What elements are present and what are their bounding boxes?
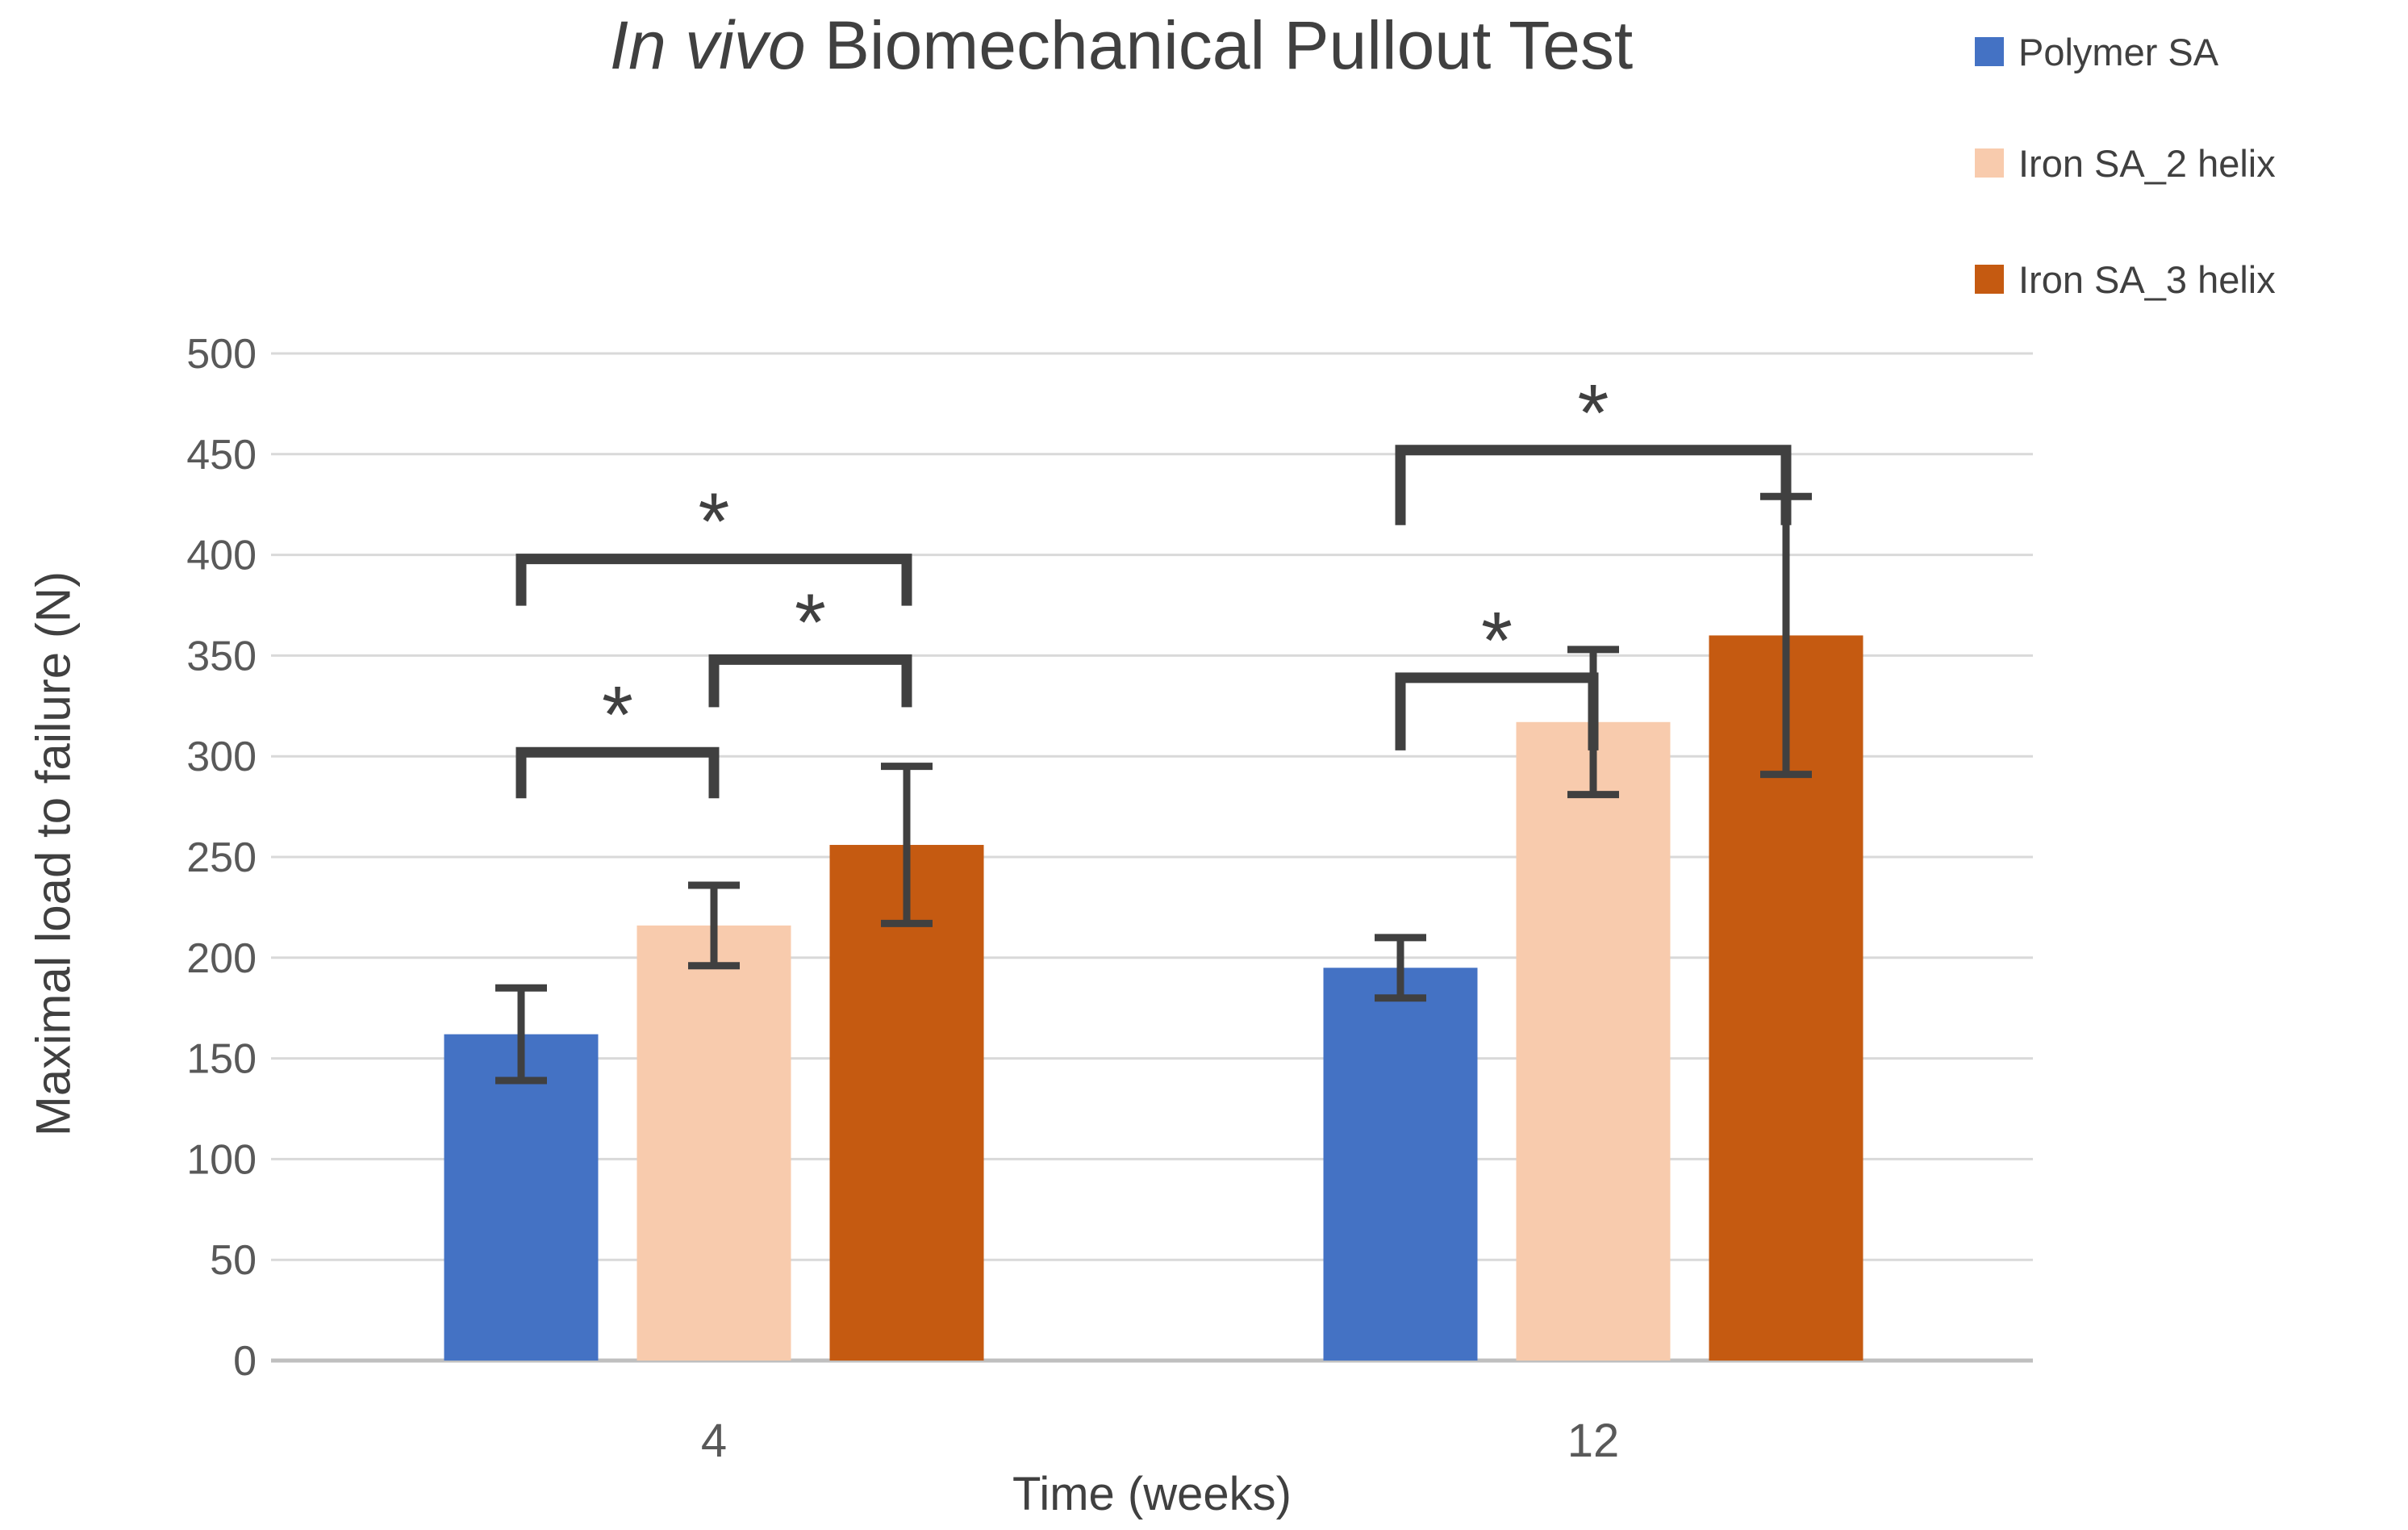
sig-bracket-0 (515, 746, 720, 799)
chart-title: In vivo Biomechanical Pullout Test (0, 6, 2243, 85)
x-axis-title: Time (weeks) (1012, 1468, 1292, 1520)
sig-bracket-2 (515, 554, 912, 606)
y-tick-label-450: 450 (186, 432, 257, 479)
legend-item-polymer-sa: Polymer SA (1975, 30, 2219, 73)
bar-polymer-sa-week12 (1323, 968, 1478, 1361)
y-tick-label-500: 500 (186, 331, 257, 378)
y-tick-label-50: 50 (210, 1237, 257, 1284)
chart-title-rest-part: Biomechanical Pullout Test (805, 7, 1634, 83)
legend-label: Polymer SA (2018, 30, 2219, 73)
sig-bracket-3 (1395, 672, 1599, 750)
y-tick-label-100: 100 (186, 1136, 257, 1183)
bar-iron-sa-2-helix-week12 (1516, 721, 1671, 1361)
legend-swatch-icon (1975, 37, 2004, 66)
sig-asterisk-1: * (795, 577, 826, 667)
y-tick-label-0: 0 (233, 1338, 257, 1385)
sig-asterisk-0: * (602, 670, 633, 760)
sig-asterisk-3: * (1481, 596, 1513, 686)
legend-swatch-icon (1975, 148, 2004, 178)
sig-asterisk-4: * (1578, 368, 1609, 458)
y-tick-label-400: 400 (186, 533, 257, 579)
legend-item-iron-sa-2-helix: Iron SA_2 helix (1975, 142, 2276, 185)
chart-legend: Polymer SA Iron SA_2 helix Iron SA_3 helix (1975, 0, 2402, 339)
y-tick-label-300: 300 (186, 734, 257, 780)
y-tick-label-350: 350 (186, 633, 257, 679)
y-tick-label-250: 250 (186, 834, 257, 881)
sig-asterisk-2: * (699, 477, 730, 567)
sig-bracket-4 (1395, 445, 1792, 525)
chart-title-italic-part: In vivo (609, 7, 806, 83)
bar-iron-sa-3-helix-week4 (829, 845, 984, 1361)
legend-label: Iron SA_3 helix (2018, 257, 2276, 301)
bar-polymer-sa-week4 (444, 1034, 599, 1361)
x-tick-label-4: 4 (701, 1415, 727, 1467)
sig-bracket-1 (708, 654, 912, 708)
legend-swatch-icon (1975, 265, 2004, 294)
y-tick-label-150: 150 (186, 1036, 257, 1083)
x-tick-label-12: 12 (1567, 1415, 1620, 1467)
legend-item-iron-sa-3-helix: Iron SA_3 helix (1975, 257, 2276, 301)
bar-iron-sa-2-helix-week4 (636, 925, 791, 1361)
y-tick-label-200: 200 (186, 935, 257, 982)
legend-label: Iron SA_2 helix (2018, 141, 2276, 185)
